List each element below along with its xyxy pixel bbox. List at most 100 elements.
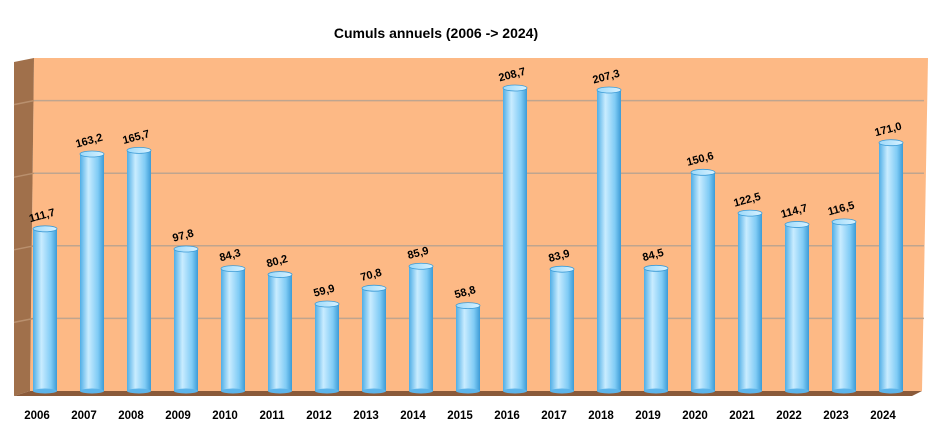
x-tick-label: 2009 [165, 410, 191, 422]
x-tick-label: 2024 [870, 410, 896, 422]
bar-base [33, 388, 57, 394]
bar-base [409, 388, 433, 394]
data-label: 58,8 [453, 284, 477, 301]
bar [32, 225, 58, 394]
bar [549, 265, 575, 394]
bar-base [597, 388, 621, 394]
bar [455, 302, 481, 394]
bar-cap [455, 302, 481, 310]
x-tick-label: 2022 [776, 410, 802, 422]
bar-base [80, 388, 104, 394]
x-tick-label: 2012 [306, 410, 332, 422]
bar [784, 221, 810, 394]
plot-left-wall [14, 58, 34, 396]
gridline-side [13, 317, 35, 324]
bar-cap [549, 265, 575, 273]
bar [314, 300, 340, 394]
bar-base [550, 388, 574, 394]
bar-cap [737, 209, 763, 217]
bar-body [832, 221, 856, 391]
bar [408, 262, 434, 394]
data-label: 84,3 [218, 247, 242, 264]
bar [831, 218, 857, 394]
x-tick-label: 2018 [588, 410, 614, 422]
x-tick-label: 2010 [212, 410, 238, 422]
gridline-side [13, 172, 35, 178]
bar-body [503, 87, 527, 392]
bar [502, 84, 528, 394]
bar-cap [596, 86, 622, 94]
bar-cap [831, 218, 857, 226]
bar-body [80, 154, 104, 391]
gridline-side [13, 99, 35, 106]
bar-base [738, 388, 762, 394]
bar [267, 271, 293, 394]
chart-title: Cumuls annuels (2006 -> 2024) [334, 25, 538, 41]
bar [173, 245, 199, 394]
x-tick-label: 2023 [823, 410, 849, 422]
bar-cap [408, 262, 434, 270]
bar-body [879, 142, 903, 391]
bar-body [550, 269, 574, 391]
bar [596, 86, 622, 394]
bar-body [33, 228, 57, 391]
bar-cap [784, 221, 810, 228]
data-label: 83,9 [547, 248, 571, 265]
bar-cap [878, 139, 904, 147]
data-label: 80,2 [265, 253, 289, 270]
x-tick-label: 2007 [71, 410, 97, 422]
data-label: 59,9 [312, 283, 336, 300]
bar-cap [502, 84, 528, 92]
bar-base [879, 388, 903, 394]
bar-base [315, 388, 339, 394]
bar-body [174, 248, 198, 391]
x-tick-label: 2011 [260, 410, 286, 422]
bar-base [127, 388, 151, 394]
bar-base [174, 388, 198, 394]
bar-base [268, 388, 292, 394]
bar-cap [79, 150, 105, 158]
x-tick-label: 2006 [24, 410, 50, 422]
bar-body [362, 288, 386, 391]
bar [361, 284, 387, 394]
x-tick-label: 2013 [353, 410, 379, 422]
bar [878, 139, 904, 394]
bar-cap [361, 284, 387, 292]
bar-base [221, 388, 245, 394]
x-tick-label: 2015 [447, 410, 473, 422]
bar-body [315, 304, 339, 391]
bar-cap [690, 168, 716, 176]
bar-body [409, 266, 433, 391]
bar [737, 209, 763, 394]
bar-cap [314, 300, 340, 308]
bar-cap [173, 245, 199, 253]
bar [690, 168, 716, 394]
bar-cap [643, 264, 669, 272]
bar-body [691, 172, 715, 391]
x-tick-label: 2020 [682, 410, 708, 422]
bar-base [644, 388, 668, 394]
x-tick-label: 2019 [635, 410, 661, 422]
bar-cap [220, 265, 246, 272]
bar [220, 265, 246, 394]
x-axis-labels: 2006 2007 2008 2009 2010 2011 2012 2013 2014 2015… [24, 410, 896, 422]
bar-body [268, 274, 292, 391]
x-tick-label: 2008 [118, 410, 144, 422]
bar-base [691, 388, 715, 394]
bar-base [832, 388, 856, 394]
bar-base [456, 388, 480, 394]
data-label: 84,5 [641, 247, 665, 264]
bar-body [127, 150, 151, 391]
bar-body [785, 224, 809, 391]
bars [32, 84, 904, 394]
x-tick-label: 2014 [400, 410, 426, 422]
bar-body [644, 268, 668, 391]
bar [126, 147, 152, 394]
bar-base [362, 388, 386, 394]
bar-body [456, 305, 480, 391]
x-tick-label: 2016 [494, 410, 520, 422]
gridline-side [13, 245, 35, 251]
bar-body [221, 268, 245, 391]
